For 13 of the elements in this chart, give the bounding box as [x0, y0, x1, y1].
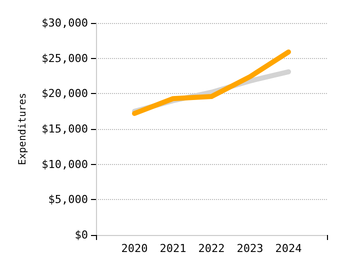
y-tick-label: $0 [74, 228, 88, 242]
x-tick-label: 2023 [236, 242, 264, 255]
y-tick-label: $15,000 [42, 122, 88, 136]
y-tick-label: $20,000 [42, 87, 88, 100]
y-tick-label: $5,000 [48, 193, 88, 206]
y-tick-label: $10,000 [42, 158, 88, 171]
y-axis-title: Expenditures [18, 92, 28, 166]
x-tick-label: 2022 [198, 242, 225, 255]
x-tick-label: 2021 [160, 242, 186, 255]
x-tick-label: 2024 [275, 242, 302, 255]
x-tick-label: 2020 [121, 242, 148, 255]
y-tick-label: $25,000 [42, 52, 88, 65]
y-tick-label: $30,000 [42, 16, 88, 30]
